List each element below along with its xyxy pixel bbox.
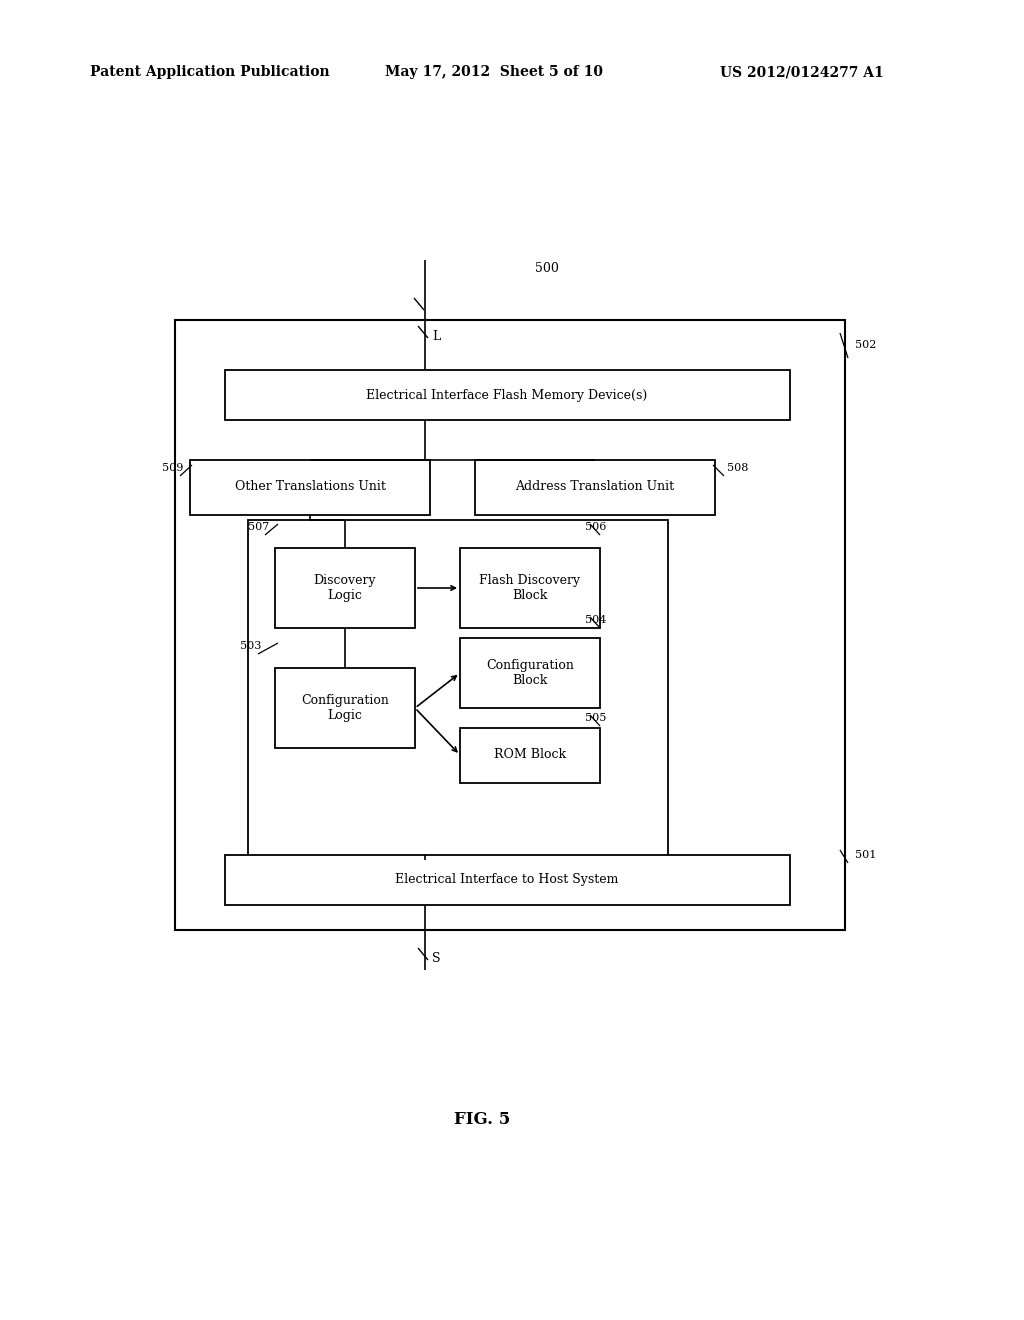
Bar <box>248 520 668 861</box>
Text: Patent Application Publication: Patent Application Publication <box>90 65 330 79</box>
Text: L: L <box>432 330 440 342</box>
Bar <box>225 370 790 420</box>
Text: 507: 507 <box>248 521 269 532</box>
Bar <box>190 459 430 515</box>
Bar <box>460 729 600 783</box>
Text: 505: 505 <box>585 713 606 723</box>
Text: ROM Block: ROM Block <box>494 748 566 762</box>
Bar <box>460 638 600 708</box>
Text: 501: 501 <box>855 850 877 861</box>
Text: May 17, 2012  Sheet 5 of 10: May 17, 2012 Sheet 5 of 10 <box>385 65 603 79</box>
Text: Flash Discovery
Block: Flash Discovery Block <box>479 574 581 602</box>
Text: Electrical Interface to Host System: Electrical Interface to Host System <box>395 874 618 887</box>
Text: 508: 508 <box>727 463 749 473</box>
Text: 509: 509 <box>162 463 183 473</box>
Text: 504: 504 <box>585 615 606 624</box>
Text: Configuration
Block: Configuration Block <box>486 659 573 686</box>
Text: Discovery
Logic: Discovery Logic <box>313 574 376 602</box>
Text: Configuration
Logic: Configuration Logic <box>301 694 389 722</box>
Bar <box>460 548 600 628</box>
Text: FIG. 5: FIG. 5 <box>454 1111 510 1129</box>
Text: 500: 500 <box>535 261 559 275</box>
Bar <box>275 548 415 628</box>
Bar <box>275 668 415 748</box>
Text: Address Translation Unit: Address Translation Unit <box>515 480 675 494</box>
Text: Other Translations Unit: Other Translations Unit <box>234 480 385 494</box>
Bar <box>475 459 715 515</box>
Bar <box>175 319 845 931</box>
Text: Electrical Interface Flash Memory Device(s): Electrical Interface Flash Memory Device… <box>367 388 647 401</box>
Text: 503: 503 <box>240 642 261 651</box>
Text: S: S <box>432 952 440 965</box>
Text: 506: 506 <box>585 521 606 532</box>
Bar <box>225 855 790 906</box>
Text: US 2012/0124277 A1: US 2012/0124277 A1 <box>720 65 884 79</box>
Text: 502: 502 <box>855 341 877 350</box>
